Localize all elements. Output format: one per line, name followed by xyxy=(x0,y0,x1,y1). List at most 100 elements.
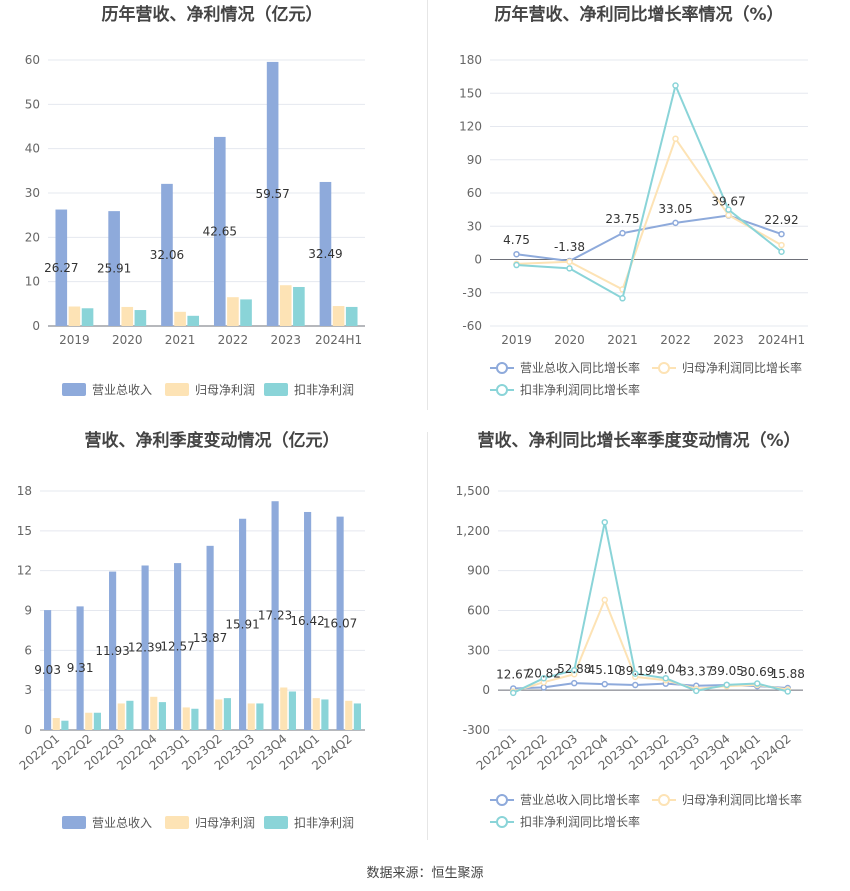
data-point xyxy=(540,674,547,682)
data-label: 11.93 xyxy=(95,644,129,658)
legend-label: 归母净利润 xyxy=(195,816,255,830)
bar-revenue xyxy=(141,565,149,730)
bar-revenue xyxy=(304,511,312,730)
legend-swatch-marker xyxy=(496,362,508,374)
chart-panel-quarterly-growth-rate: 营收、净利同比增长率季度变动情况（%） -300 0 300 600 900 1,200 1,… xyxy=(428,428,850,843)
bar-revenue xyxy=(213,136,226,326)
legend-swatch-marker xyxy=(496,794,508,806)
y-tick-label: 300 xyxy=(467,643,490,657)
data-point xyxy=(632,670,639,677)
bar-net-profit xyxy=(247,703,255,730)
y-tick-label: 0 xyxy=(474,253,482,267)
data-point xyxy=(723,681,730,689)
legend-label: 归母净利润同比增长率 xyxy=(682,792,802,807)
x-tick-label: 2024H1 xyxy=(758,333,805,347)
bar-deducted-profit xyxy=(93,712,101,730)
y-tick-label: 900 xyxy=(467,564,490,578)
y-tick-label: 10 xyxy=(25,275,40,289)
series-line xyxy=(516,136,782,291)
bar-net-profit xyxy=(182,707,190,730)
bar-revenue xyxy=(109,571,117,730)
data-label: 22.92 xyxy=(764,213,798,227)
bar-revenue xyxy=(319,181,332,326)
bar-revenue xyxy=(271,501,279,730)
data-label: 45.10 xyxy=(588,663,622,677)
x-tick-label: 2019 xyxy=(59,333,90,347)
y-tick-label: 60 xyxy=(25,53,40,67)
data-point xyxy=(513,261,520,269)
y-tick-label: 3 xyxy=(24,683,32,697)
bar-revenue xyxy=(206,545,214,730)
legend-label: 扣非净利润同比增长率 xyxy=(520,382,640,397)
data-point xyxy=(566,258,573,265)
data-label: 9.31 xyxy=(67,661,94,675)
y-tick-label: 150 xyxy=(459,86,482,100)
data-label: 32.06 xyxy=(150,248,184,262)
data-point xyxy=(778,230,785,238)
bar-net-profit xyxy=(280,687,288,730)
bar-revenue xyxy=(266,61,279,326)
bar-deducted-profit xyxy=(223,698,231,730)
quarterly-growth-rate-chart: 营收、净利同比增长率季度变动情况（%） -300 0 300 600 900 1,200 1,… xyxy=(456,430,805,829)
chart-panel-annual-revenue-profit: 历年营收、净利情况（亿元） 0 10 20 30 40 50 60 2019 2020 2021 20… xyxy=(0,0,425,410)
data-point xyxy=(778,248,785,255)
x-tick-label: 2020 xyxy=(554,333,585,347)
legend-swatch-marker xyxy=(658,362,670,374)
data-label: 30.69 xyxy=(740,665,774,679)
legend-swatch xyxy=(264,816,288,829)
chart-title: 营收、净利季度变动情况（亿元） xyxy=(85,430,340,451)
annual-growth-rate-chart: 历年营收、净利同比增长率情况（%） -60 -30 0 30 60 90 120 150 180 2… xyxy=(459,4,808,397)
data-label: 26.27 xyxy=(44,261,78,275)
bar-revenue xyxy=(76,606,84,730)
y-tick-label: 30 xyxy=(467,219,482,233)
y-tick-label: 0 xyxy=(32,319,40,333)
x-tick-label: 2022 xyxy=(218,333,249,347)
data-label: 39.19 xyxy=(618,664,652,678)
y-tick-label: 0 xyxy=(482,683,490,697)
data-label: 52.88 xyxy=(557,662,591,676)
bar-revenue xyxy=(336,516,344,730)
y-tick-label: -300 xyxy=(463,723,490,737)
data-point xyxy=(725,211,732,219)
data-point xyxy=(601,518,608,526)
vertical-divider-top xyxy=(427,0,428,410)
data-label: 16.07 xyxy=(323,616,357,630)
bar-deducted-profit xyxy=(134,310,147,326)
series-line xyxy=(516,82,783,300)
y-tick-label: 1,500 xyxy=(456,484,490,498)
x-tick-label: 2024H1 xyxy=(315,333,362,347)
data-point xyxy=(566,265,573,272)
chart-title: 历年营收、净利情况（亿元） xyxy=(102,4,323,25)
y-tick-label: 60 xyxy=(467,186,482,200)
y-tick-label: 12 xyxy=(17,564,32,578)
data-label: 13.87 xyxy=(193,631,227,645)
data-label: 15.88 xyxy=(771,667,805,681)
data-label: 42.65 xyxy=(203,224,237,238)
bar-revenue xyxy=(108,211,120,326)
y-tick-label: 90 xyxy=(467,153,482,167)
legend-label: 营业总收入同比增长率 xyxy=(520,792,640,807)
bar-revenue xyxy=(239,518,247,730)
data-label: 23.75 xyxy=(605,212,639,226)
y-tick-label: 120 xyxy=(459,120,482,134)
x-tick-label: 2019 xyxy=(501,333,532,347)
bar-revenue xyxy=(174,563,182,730)
y-tick-label: 1,200 xyxy=(456,524,490,538)
data-label: 12.57 xyxy=(160,640,194,654)
y-tick-label: 18 xyxy=(17,484,32,498)
bar-deducted-profit xyxy=(61,720,69,730)
data-label: 32.49 xyxy=(308,247,342,261)
data-label: 25.91 xyxy=(97,262,131,276)
bar-deducted-profit xyxy=(288,691,296,730)
y-tick-label: 50 xyxy=(25,97,40,111)
y-tick-label: 9 xyxy=(24,604,32,618)
legend-label: 归母净利润 xyxy=(195,383,255,397)
y-tick-label: 40 xyxy=(25,142,40,156)
bar-net-profit xyxy=(85,712,93,730)
bar-deducted-profit xyxy=(126,700,134,730)
y-tick-label: 600 xyxy=(467,604,490,618)
y-tick-label: 0 xyxy=(24,723,32,737)
data-label: 12.67 xyxy=(496,667,530,681)
y-tick-label: -30 xyxy=(462,286,482,300)
y-tick-label: 30 xyxy=(25,186,40,200)
